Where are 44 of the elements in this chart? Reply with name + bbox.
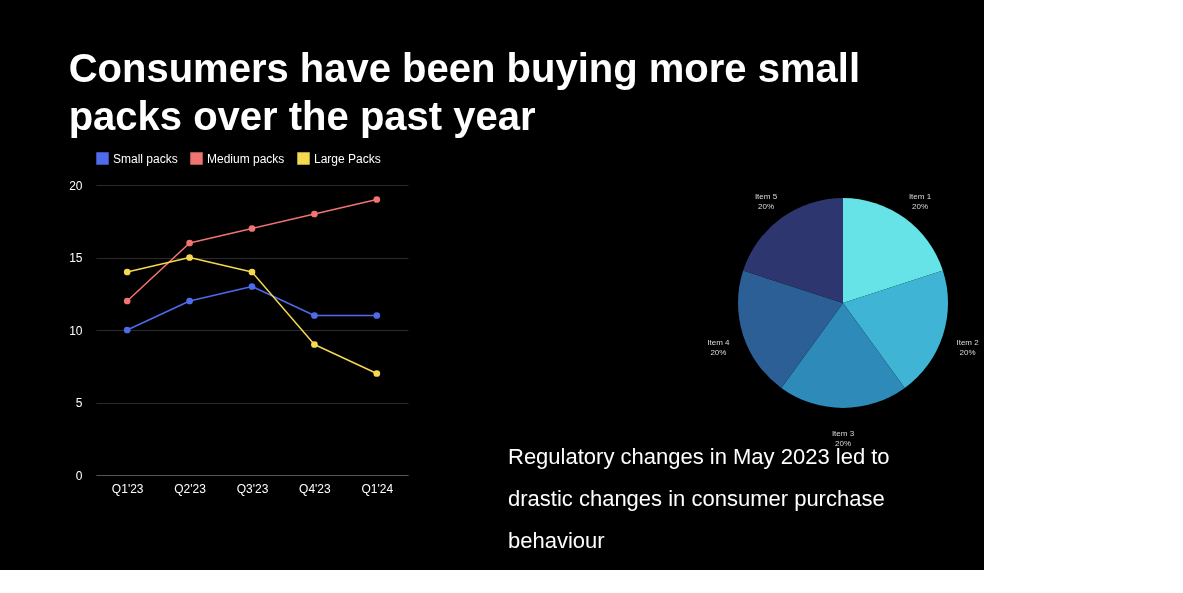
x-tick-label: Q1'24 [361, 481, 394, 496]
x-tick-label: Q4'23 [299, 481, 332, 496]
legend-label: Medium packs [207, 151, 285, 166]
slice-label: Item 4 [707, 338, 731, 348]
point [311, 312, 318, 319]
chart-title: Consumers have been buying more small packs over the past year [68, 46, 861, 138]
point [248, 268, 256, 276]
data-label: 20% [710, 348, 727, 358]
pie-slice [843, 198, 943, 303]
point [186, 239, 193, 247]
point [123, 268, 131, 276]
point [248, 283, 256, 290]
slice-label: Item 1 [908, 192, 932, 202]
pie-slice [743, 198, 843, 303]
slice-label: Item 2 [956, 338, 980, 348]
point [186, 297, 193, 305]
y-tick-label: 5 [75, 396, 83, 410]
data-label: 20% [834, 439, 852, 448]
legend-label: Small packs [113, 151, 178, 166]
slice-label: Item 5 [754, 192, 778, 202]
y-tick-label: 0 [75, 468, 83, 483]
slice-label: Item 3 [831, 429, 855, 438]
point [186, 254, 193, 261]
point [123, 326, 131, 334]
point [311, 341, 318, 348]
x-tick-label: Q2'23 [174, 481, 207, 496]
point [248, 225, 256, 232]
y-tick-label: 10 [69, 323, 83, 338]
point [373, 196, 381, 203]
x-tick-label: Q1'23 [111, 481, 144, 496]
pie-slice [781, 303, 905, 408]
legend-label: Large Packs [314, 151, 381, 166]
data-label: 20% [757, 202, 775, 212]
point [311, 210, 318, 218]
data-label: 20% [911, 202, 929, 212]
x-tick-label: Q3'23 [236, 481, 269, 496]
data-label: 20% [959, 348, 976, 358]
y-tick-label: 20 [69, 178, 83, 193]
point [373, 312, 381, 319]
y-tick-label: 15 [69, 251, 83, 265]
pie-slice [738, 270, 843, 388]
pie-slice [843, 270, 948, 388]
point [123, 297, 131, 305]
point [373, 370, 381, 377]
